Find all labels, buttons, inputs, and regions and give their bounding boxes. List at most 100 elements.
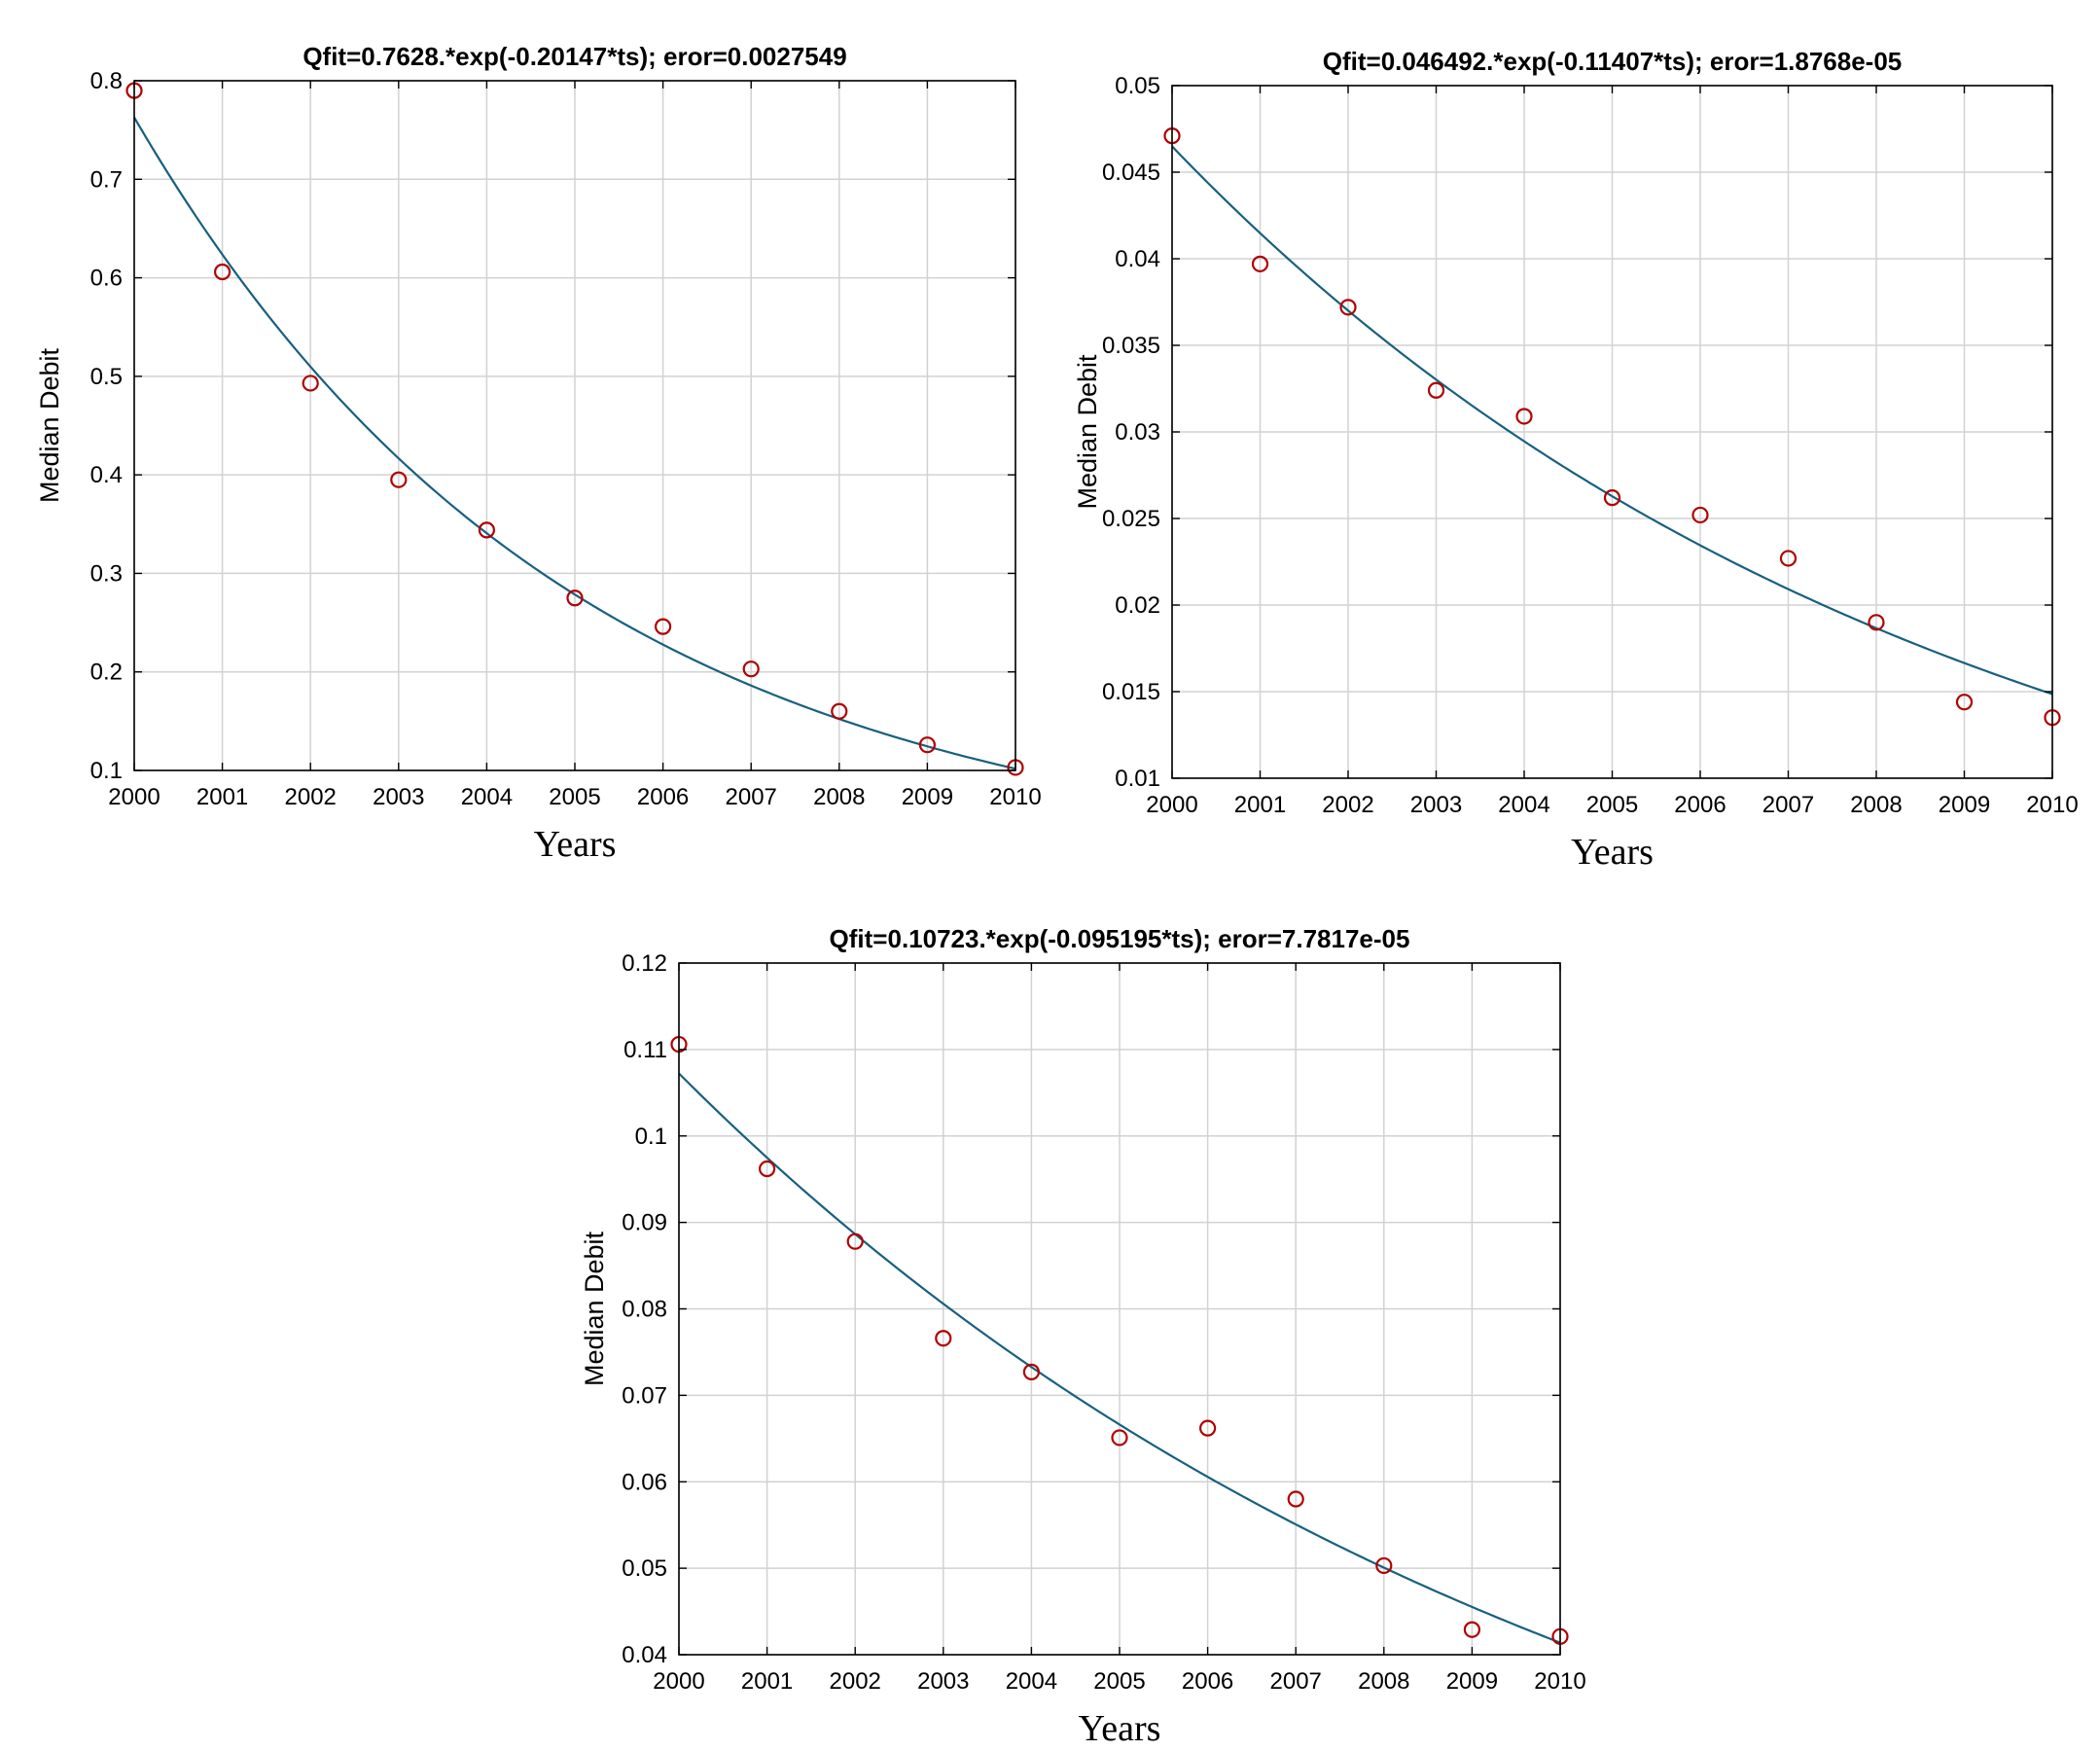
chart-title: Qfit=0.046492.*exp(-0.11407*ts); eror=1.… bbox=[1323, 47, 1903, 76]
x-tick-label: 2007 bbox=[1762, 792, 1814, 818]
data-point bbox=[1251, 255, 1269, 272]
data-point bbox=[1955, 694, 1974, 711]
y-tick-label: 0.06 bbox=[622, 1469, 667, 1495]
data-point bbox=[758, 1160, 776, 1178]
y-tick-label: 0.04 bbox=[1115, 246, 1160, 272]
y-axis-label: Median Debit bbox=[35, 347, 64, 503]
x-tick-label: 2006 bbox=[637, 784, 689, 810]
fit-curve bbox=[133, 117, 1016, 770]
x-axis-label: Years bbox=[534, 824, 617, 865]
x-tick-label: 2001 bbox=[1234, 792, 1286, 818]
x-tick-label: 2002 bbox=[285, 784, 337, 810]
x-tick-label: 2003 bbox=[373, 784, 424, 810]
x-tick-label: 2002 bbox=[830, 1668, 881, 1695]
x-axis-label: Years bbox=[1079, 1708, 1161, 1749]
x-tick-label: 2005 bbox=[1093, 1668, 1145, 1695]
data-point bbox=[1287, 1490, 1304, 1508]
fit-curve bbox=[1171, 145, 2053, 696]
x-tick-label: 2006 bbox=[1674, 792, 1726, 818]
y-tick-label: 0.08 bbox=[622, 1297, 667, 1323]
y-tick-label: 0.2 bbox=[90, 660, 123, 686]
x-tick-label: 2010 bbox=[1534, 1668, 1585, 1695]
x-tick-label: 2004 bbox=[461, 784, 513, 810]
x-tick-label: 2008 bbox=[1850, 792, 1902, 818]
y-tick-label: 0.7 bbox=[90, 166, 123, 193]
x-tick-label: 2008 bbox=[813, 784, 865, 810]
y-tick-label: 0.05 bbox=[1115, 73, 1160, 99]
y-tick-label: 0.1 bbox=[635, 1124, 667, 1150]
x-tick-label: 2003 bbox=[1410, 792, 1462, 818]
data-point bbox=[1022, 1363, 1041, 1380]
data-point bbox=[831, 702, 848, 720]
fit-curve bbox=[678, 1072, 1561, 1644]
y-axis-label: Median Debit bbox=[580, 1231, 609, 1386]
data-point bbox=[1691, 506, 1709, 524]
data-point bbox=[1375, 1556, 1393, 1575]
x-tick-label: 2005 bbox=[549, 784, 600, 810]
x-tick-label: 2004 bbox=[1006, 1668, 1057, 1695]
chart-top-left: 2000 2001 2002 2003 2004 2005 2006 2007 2008 2009… bbox=[35, 42, 1042, 865]
chart-top-right: 2000 2001 2002 2003 2004 2005 2006 2007 2008 2009… bbox=[1073, 47, 2079, 873]
x-tick-label: 2004 bbox=[1498, 792, 1549, 818]
x-tick-label: 2000 bbox=[1146, 792, 1197, 818]
data-point bbox=[1198, 1419, 1217, 1437]
data-point bbox=[742, 661, 760, 678]
x-tick-label: 2006 bbox=[1182, 1668, 1233, 1695]
data-point bbox=[935, 1330, 952, 1347]
y-tick-label: 0.12 bbox=[622, 950, 667, 977]
y-tick-label: 0.04 bbox=[622, 1642, 667, 1668]
y-tick-label: 0.5 bbox=[90, 364, 123, 390]
y-tick-label: 0.045 bbox=[1102, 160, 1160, 186]
y-tick-label: 0.025 bbox=[1102, 506, 1160, 532]
x-tick-label: 2000 bbox=[108, 784, 160, 810]
x-tick-label: 2001 bbox=[196, 784, 248, 810]
data-point bbox=[478, 521, 495, 539]
y-tick-label: 0.4 bbox=[90, 462, 123, 488]
data-point bbox=[1463, 1621, 1481, 1638]
x-tick-label: 2010 bbox=[989, 784, 1041, 810]
y-tick-label: 0.035 bbox=[1102, 333, 1160, 359]
y-tick-label: 0.07 bbox=[622, 1382, 667, 1409]
x-tick-label: 2003 bbox=[917, 1668, 969, 1695]
y-tick-label: 0.11 bbox=[623, 1037, 667, 1063]
x-tick-label: 2002 bbox=[1322, 792, 1373, 818]
x-tick-label: 2009 bbox=[1446, 1668, 1498, 1695]
data-point bbox=[1339, 299, 1357, 316]
data-point bbox=[1603, 489, 1621, 507]
y-tick-label: 0.8 bbox=[90, 68, 123, 94]
y-tick-label: 0.03 bbox=[1115, 419, 1160, 446]
data-point bbox=[214, 263, 231, 281]
x-tick-label: 2010 bbox=[2026, 792, 2078, 818]
x-axis-label: Years bbox=[1571, 832, 1654, 873]
x-tick-label: 2007 bbox=[1270, 1668, 1322, 1695]
x-tick-label: 2007 bbox=[726, 784, 777, 810]
chart-title: Qfit=0.10723.*exp(-0.095195*ts); eror=7.… bbox=[830, 924, 1410, 953]
data-point bbox=[1868, 614, 1885, 631]
x-tick-label: 2009 bbox=[902, 784, 953, 810]
data-point bbox=[1427, 381, 1445, 399]
y-axis-label: Median Debit bbox=[1073, 354, 1102, 510]
y-tick-label: 0.3 bbox=[90, 560, 123, 587]
data-point bbox=[1111, 1429, 1128, 1447]
data-point bbox=[302, 375, 319, 392]
data-point bbox=[1779, 550, 1797, 567]
data-point bbox=[390, 471, 408, 488]
y-tick-label: 0.02 bbox=[1115, 592, 1160, 619]
y-tick-label: 0.015 bbox=[1102, 679, 1160, 705]
data-point bbox=[846, 1233, 864, 1250]
x-tick-label: 2009 bbox=[1939, 792, 1990, 818]
y-tick-label: 0.05 bbox=[622, 1555, 667, 1582]
data-point bbox=[654, 618, 672, 635]
y-tick-label: 0.1 bbox=[90, 758, 123, 784]
x-tick-label: 2000 bbox=[653, 1668, 704, 1695]
x-tick-label: 2001 bbox=[741, 1668, 793, 1695]
data-point bbox=[1515, 408, 1533, 425]
y-tick-label: 0.01 bbox=[1115, 766, 1160, 792]
y-tick-label: 0.6 bbox=[90, 266, 123, 292]
chart-bottom-center: 2000 2001 2002 2003 2004 2005 2006 2007 2008 2009… bbox=[580, 924, 1586, 1749]
data-point bbox=[566, 590, 584, 607]
chart-title: Qfit=0.7628.*exp(-0.20147*ts); eror=0.00… bbox=[303, 42, 846, 71]
x-tick-label: 2005 bbox=[1586, 792, 1638, 818]
data-point bbox=[918, 736, 937, 754]
